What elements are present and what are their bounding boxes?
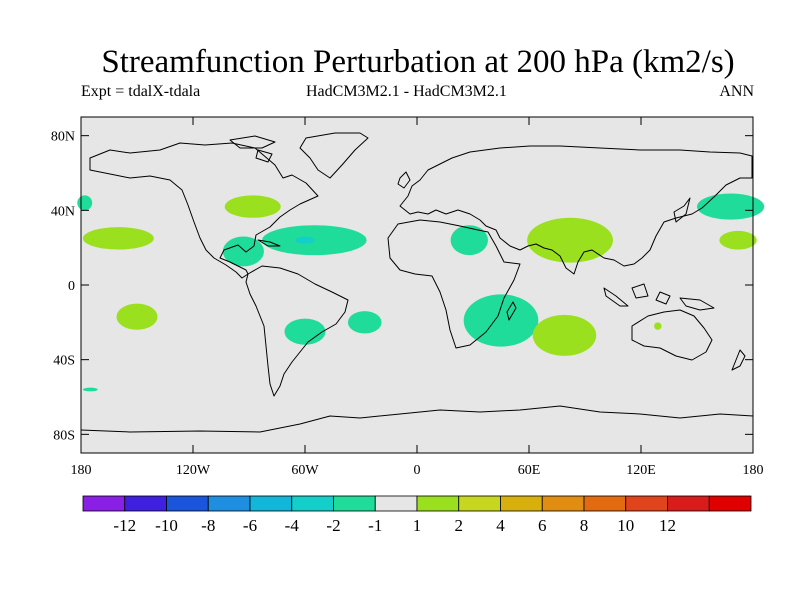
- coast-eurasia: [399, 145, 753, 275]
- lon-label: 180: [743, 463, 764, 478]
- colorbar-swatch: [667, 495, 710, 512]
- colorbar-swatch: [374, 495, 418, 512]
- anomaly-asia-positive: [527, 217, 613, 263]
- anomaly-w-pacific-positive: [719, 230, 757, 250]
- lon-label: 60W: [291, 463, 319, 478]
- coast-japan: [673, 197, 691, 223]
- anomaly-layer: [77, 193, 765, 392]
- colorbar-label: 12: [659, 516, 676, 535]
- coast-australia: [631, 309, 713, 361]
- coast-british-isles: [397, 171, 411, 189]
- colorbar-label: 2: [455, 516, 464, 535]
- colorbar-label: -10: [155, 516, 178, 535]
- lat-label: 0: [68, 279, 75, 294]
- anomaly-n-america-positive: [224, 195, 281, 218]
- coast-new-zealand: [731, 349, 746, 371]
- colorbar-label: 1: [413, 516, 422, 535]
- colorbar-label: -2: [326, 516, 340, 535]
- lat-label: 80N: [51, 130, 75, 145]
- colorbar-label: -4: [285, 516, 300, 535]
- anomaly-nw-pacific-negative: [697, 193, 765, 220]
- anomaly-ne-pacific-positive: [82, 227, 154, 250]
- lat-label: 80S: [53, 428, 75, 443]
- anomaly-australia-positive: [654, 322, 662, 330]
- colorbar-swatch: [166, 495, 209, 512]
- colorbar-label: -6: [243, 516, 257, 535]
- page-title: Streamfunction Perturbation at 200 hPa (…: [101, 44, 735, 80]
- lon-label: 120W: [176, 463, 211, 478]
- lon-label: 180: [71, 463, 92, 478]
- colorbar-label: -12: [113, 516, 136, 535]
- lon-label: 120E: [626, 463, 656, 478]
- model-label: HadCM3M2.1 - HadCM3M2.1: [306, 83, 507, 100]
- coast-indonesia: [603, 283, 671, 307]
- colorbar-label: -1: [368, 516, 382, 535]
- coastlines: [80, 132, 754, 433]
- anomaly-south-pacific-positive: [116, 303, 158, 330]
- colorbar-swatch: [583, 495, 627, 512]
- colorbar-label: 6: [538, 516, 547, 535]
- anomaly-n-atlantic-negative: [262, 225, 367, 256]
- coast-arctic-islands: [229, 135, 276, 163]
- season-label: ANN: [719, 83, 754, 100]
- anomaly-n-atlantic-core: [295, 236, 315, 244]
- colorbar-swatch: [416, 495, 460, 512]
- coast-new-guinea: [679, 297, 715, 311]
- anomaly-pacific-west-edge: [77, 195, 93, 211]
- coast-africa: [387, 219, 521, 349]
- coast-madagascar: [506, 301, 517, 321]
- coast-cuba: [257, 239, 281, 247]
- colorbar-swatch: [541, 495, 585, 512]
- lon-label: 0: [414, 463, 421, 478]
- coast-antarctica: [80, 405, 754, 433]
- map-background: [81, 117, 753, 453]
- colorbar-swatch: [500, 495, 543, 512]
- anomaly-s-africa-negative: [463, 294, 539, 347]
- anomaly-indian-ocean-positive: [532, 314, 597, 356]
- colorbar-label: 10: [617, 516, 634, 535]
- colorbar-swatch: [207, 495, 251, 512]
- colorbar-swatch: [82, 495, 126, 512]
- anomaly-caribbean-negative: [222, 236, 264, 267]
- axis-ticks: 80N 40N 0 40S 80S 180 120W 60W 0 60E 120E 180: [51, 117, 764, 478]
- colorbar-label: -8: [201, 516, 215, 535]
- colorbar-swatch: [458, 495, 501, 512]
- experiment-label: Expt = tdalX-tdala: [81, 83, 201, 100]
- colorbar-swatch: [249, 495, 293, 512]
- colorbar-swatch: [291, 495, 334, 512]
- colorbar-label: 8: [580, 516, 589, 535]
- colorbar-label: 4: [496, 516, 505, 535]
- lat-label: 40S: [53, 354, 75, 369]
- lat-label: 40N: [51, 204, 75, 219]
- anomaly-s-atlantic-negative: [347, 311, 382, 334]
- lon-label: 60E: [518, 463, 541, 478]
- anomaly-s-america-west-negative: [284, 318, 326, 345]
- colorbar-swatch: [333, 495, 376, 512]
- coast-south-america: [245, 265, 349, 397]
- anomaly-africa-north-negative: [450, 225, 488, 256]
- colorbar: -12 -10 -8 -6 -4 -2 -1 1 2 4 6 8 10 12: [82, 495, 752, 535]
- coast-greenland: [299, 132, 369, 179]
- colorbar-swatch: [625, 495, 668, 512]
- anomaly-south-pacific-small: [82, 387, 98, 392]
- colorbar-swatch: [708, 495, 752, 512]
- colorbar-swatch: [124, 495, 167, 512]
